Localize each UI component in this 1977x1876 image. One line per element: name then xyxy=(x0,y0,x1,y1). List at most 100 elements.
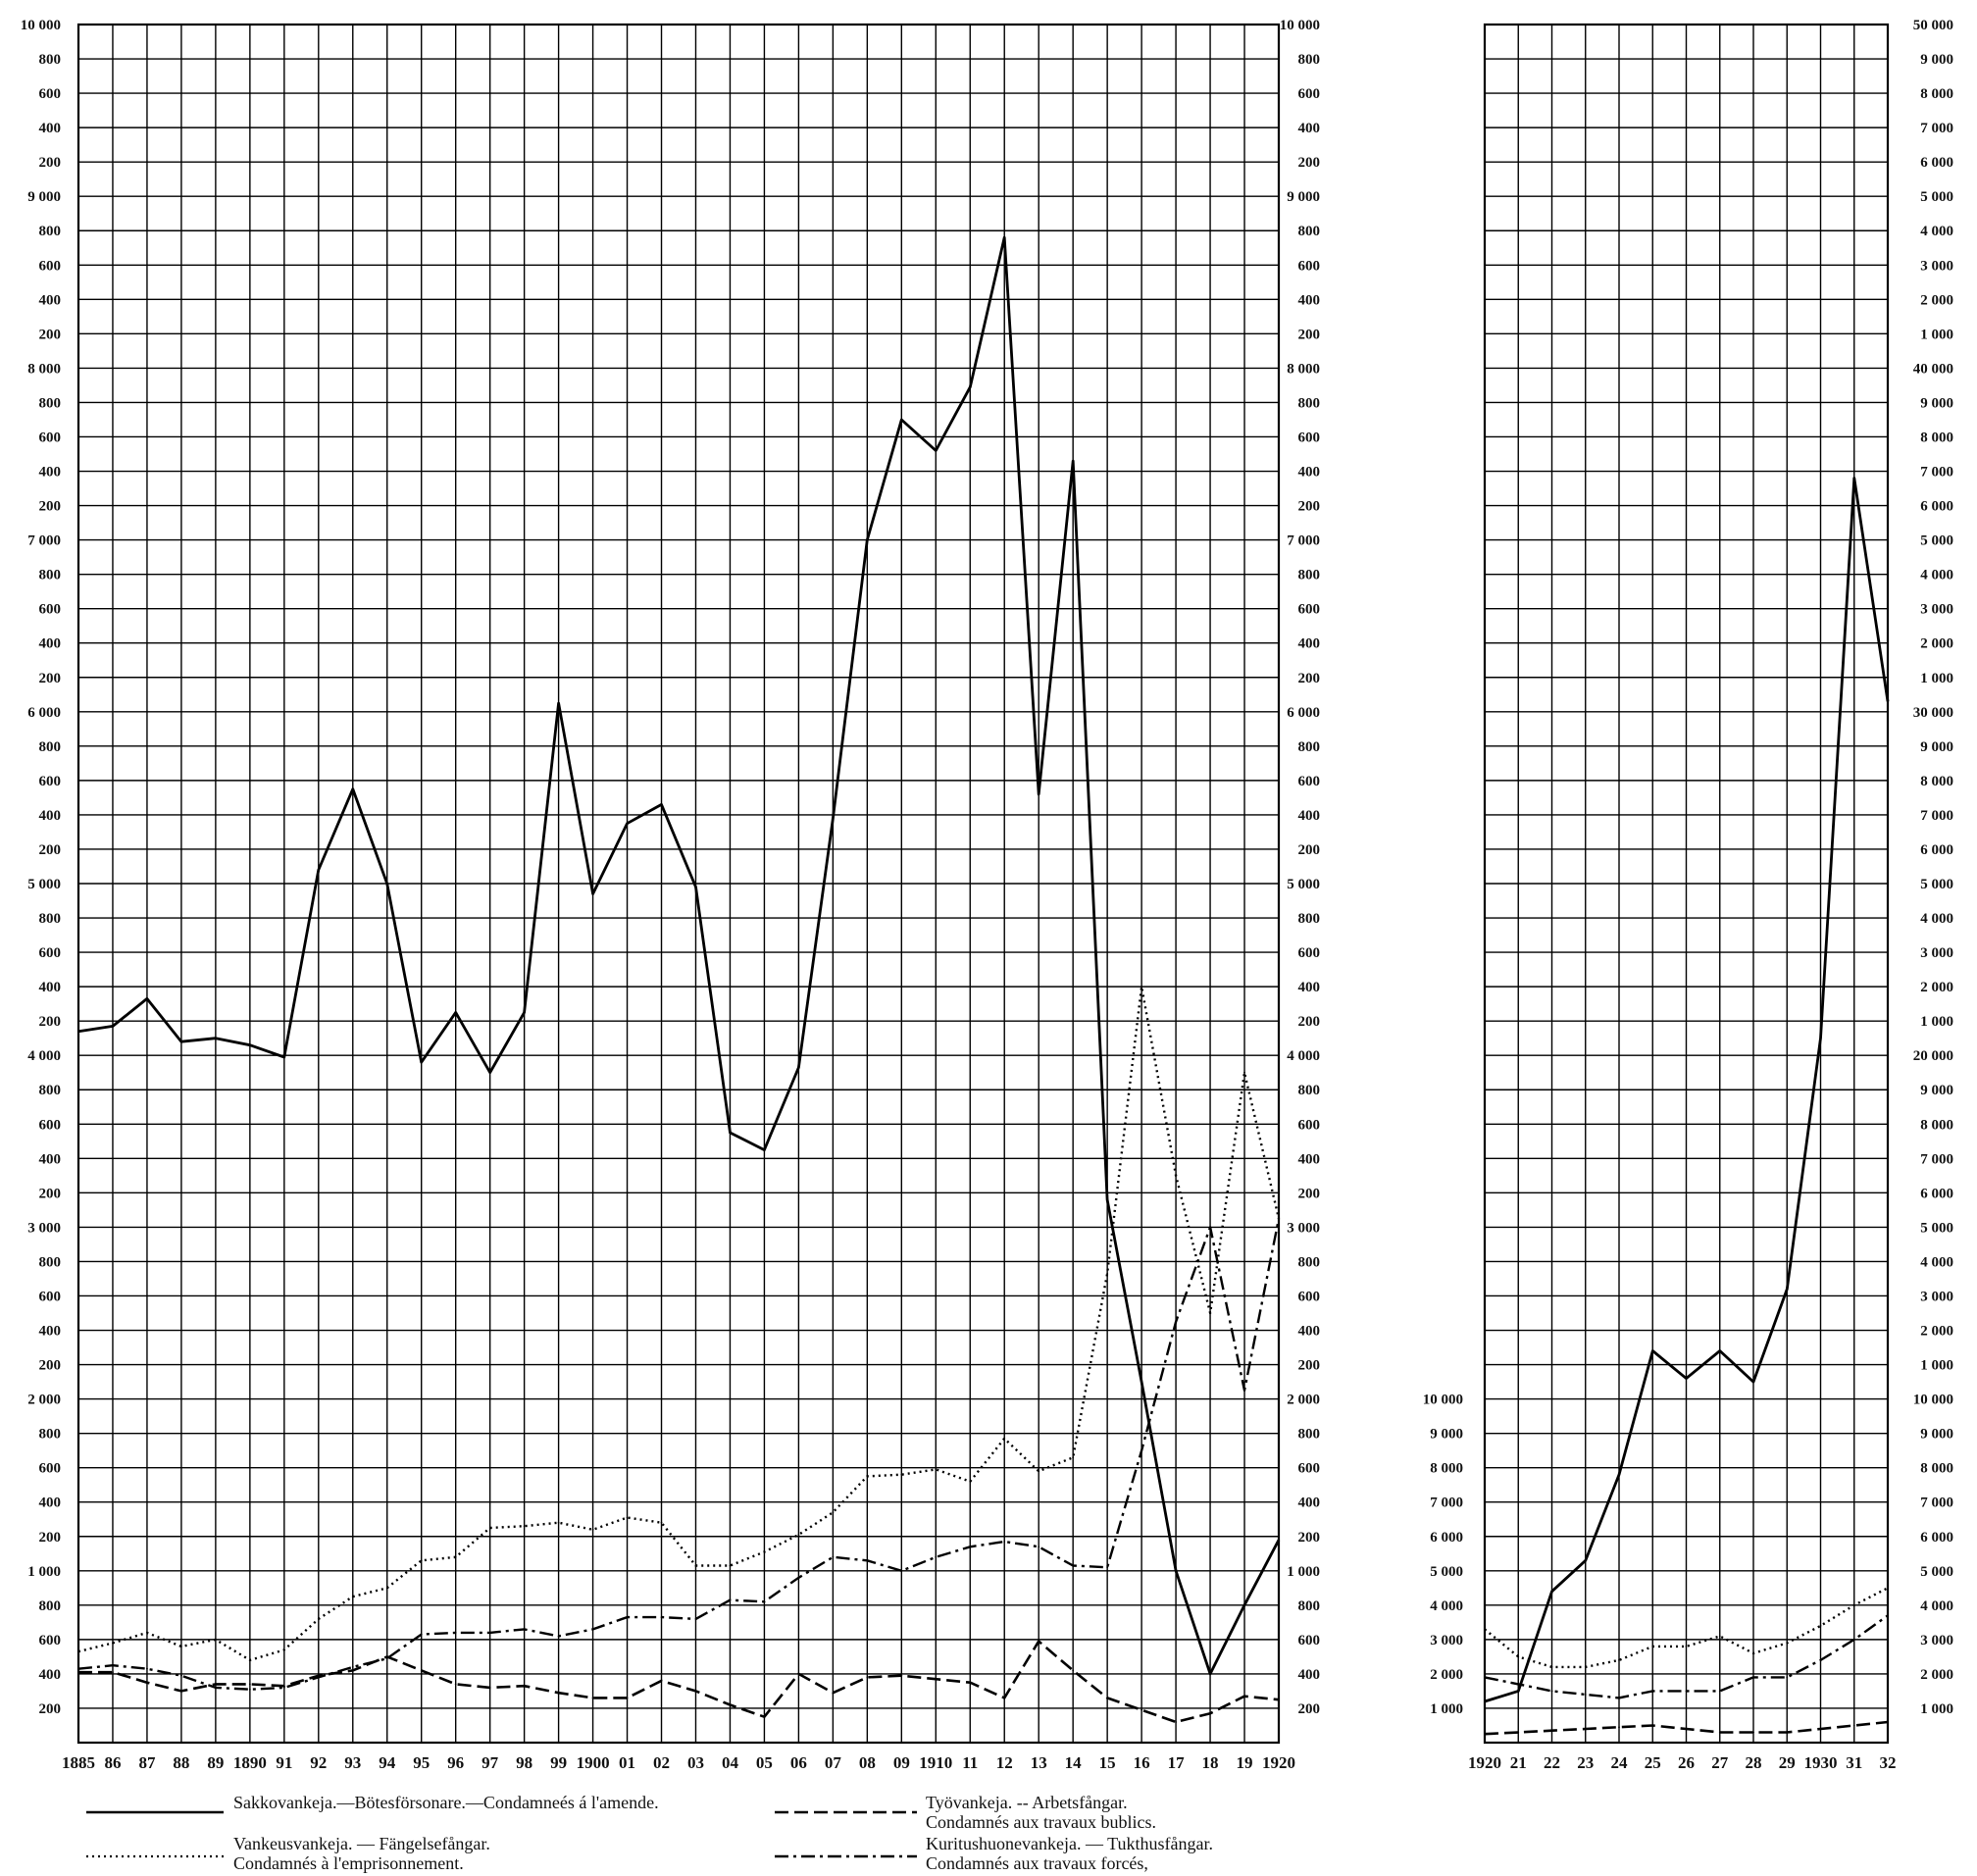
data-point xyxy=(1584,1694,1587,1696)
y-tick-label-left: 10 000 xyxy=(21,18,61,33)
y-tick-label-right: 20 000 xyxy=(1913,1048,1953,1064)
y-tick-label-left: 800 xyxy=(39,911,62,927)
y-tick-label-left: 400 xyxy=(39,980,62,995)
y-tick-label-left: 400 xyxy=(39,1667,62,1683)
y-tick-label-left: 400 xyxy=(39,292,62,308)
y-tick-label-right: 5 000 xyxy=(1920,189,1953,205)
series-line-dashed xyxy=(78,1640,1280,1724)
y-tick-label-right: 8 000 xyxy=(1920,774,1953,789)
data-point xyxy=(797,1066,800,1069)
data-point xyxy=(454,1683,457,1686)
data-point xyxy=(1106,1272,1109,1275)
y-tick-label-right: 3 000 xyxy=(1920,258,1953,274)
data-point xyxy=(763,1550,766,1553)
y-tick-label-right: 600 xyxy=(1298,1461,1321,1477)
data-point xyxy=(1718,1690,1721,1693)
y-tick-label-left: 600 xyxy=(39,1461,62,1477)
y-tick-label-right: 5 000 xyxy=(1920,877,1953,892)
y-tick-label-left: 800 xyxy=(39,1083,62,1098)
data-point xyxy=(1106,1566,1109,1569)
data-point xyxy=(1072,460,1075,462)
y-tick-label-right: 800 xyxy=(1298,1427,1321,1443)
y-tick-label-right: 1 000 xyxy=(1920,671,1953,686)
data-point xyxy=(523,1011,526,1014)
data-point xyxy=(180,1645,182,1648)
y-tick-label-left: 400 xyxy=(39,1151,62,1167)
data-point xyxy=(1484,1700,1486,1702)
legend-label-sub: Condamnés à l'emprisonnement. xyxy=(233,1853,464,1873)
y-tick-label-right: 4 000 xyxy=(1920,1598,1953,1614)
data-point xyxy=(557,1635,560,1638)
y-tick-label-left: 6 000 xyxy=(1430,1530,1463,1546)
y-tick-label-right: 200 xyxy=(1298,327,1321,342)
y-tick-label-right: 400 xyxy=(1298,465,1321,481)
y-tick-label-left: 800 xyxy=(39,52,62,68)
data-point xyxy=(1243,1389,1245,1392)
x-tick-label: 09 xyxy=(893,1753,910,1772)
y-tick-label-right: 400 xyxy=(1298,1496,1321,1511)
data-point xyxy=(248,1683,251,1686)
data-point xyxy=(729,1703,732,1706)
y-tick-label-left: 200 xyxy=(39,1186,62,1201)
data-point xyxy=(317,869,320,871)
data-point xyxy=(1852,1638,1855,1641)
data-point xyxy=(1175,1320,1177,1323)
data-point xyxy=(1278,1699,1280,1701)
data-point xyxy=(420,1061,423,1064)
y-tick-label-left: 400 xyxy=(39,465,62,481)
data-point xyxy=(1038,1470,1040,1473)
data-point xyxy=(1819,1659,1822,1661)
data-point xyxy=(77,1030,79,1033)
y-tick-label-right: 2 000 xyxy=(1287,1393,1320,1408)
legend-item-tyovankeja: Työvankeja. -- Arbetsfångar. Condamnés a… xyxy=(775,1793,1156,1832)
y-tick-label-left: 600 xyxy=(39,258,62,274)
y-tick-label-left: 600 xyxy=(39,430,62,445)
x-tick-label: 1900 xyxy=(577,1753,610,1772)
y-tick-label-left: 600 xyxy=(39,602,62,618)
legend-label: Työvankeja. -- Arbetsfångar. xyxy=(926,1793,1128,1812)
y-tick-label-right: 800 xyxy=(1298,568,1321,583)
data-point xyxy=(694,1690,697,1693)
y-tick-label-right: 8 000 xyxy=(1287,361,1320,377)
data-point xyxy=(1584,1728,1587,1730)
data-point xyxy=(866,1475,869,1478)
x-tick-label: 15 xyxy=(1099,1753,1116,1772)
data-point xyxy=(626,1516,629,1519)
y-tick-label-left: 800 xyxy=(39,395,62,411)
y-tick-label-right: 400 xyxy=(1298,1151,1321,1167)
x-tick-label: 28 xyxy=(1746,1753,1762,1772)
y-tick-label-left: 600 xyxy=(39,1633,62,1648)
x-tick-label: 1920 xyxy=(1262,1753,1295,1772)
data-point xyxy=(763,1715,766,1718)
data-point xyxy=(420,1669,423,1672)
data-point xyxy=(729,1564,732,1567)
data-point xyxy=(729,1598,732,1601)
data-point xyxy=(1651,1349,1654,1352)
data-point xyxy=(1003,236,1006,239)
data-point xyxy=(1209,1312,1211,1314)
data-point xyxy=(866,1559,869,1562)
data-point xyxy=(1819,1624,1822,1627)
x-tick-label: 94 xyxy=(379,1753,396,1772)
x-tick-label: 17 xyxy=(1168,1753,1186,1772)
y-tick-label-right: 800 xyxy=(1298,395,1321,411)
data-point xyxy=(1718,1731,1721,1734)
data-point xyxy=(900,1569,903,1572)
y-tick-label-right: 200 xyxy=(1298,1014,1321,1030)
y-tick-label-left: 9 000 xyxy=(27,189,61,205)
data-point xyxy=(1072,1564,1075,1567)
legend-label: Sakkovankeja.—Bötesförsonare.—Condamneés… xyxy=(233,1793,659,1812)
y-tick-label-right: 400 xyxy=(1298,292,1321,308)
data-point xyxy=(1209,1226,1211,1229)
y-tick-label-right: 200 xyxy=(1298,1358,1321,1374)
data-point xyxy=(1752,1731,1754,1734)
y-tick-label-left: 200 xyxy=(39,155,62,171)
data-point xyxy=(1278,1539,1280,1542)
y-tick-label-right: 6 000 xyxy=(1920,1186,1953,1201)
x-tick-label: 25 xyxy=(1645,1753,1661,1772)
y-tick-label-left: 200 xyxy=(39,1358,62,1374)
data-point xyxy=(146,997,148,1000)
series-line-dotted xyxy=(77,985,1281,1662)
chart-panel-1920-1932: 1920 21 22 23 24 25 26 27 28 29 1930 31 32 1 000 2 000… xyxy=(1423,18,1953,1772)
data-point xyxy=(557,702,560,704)
